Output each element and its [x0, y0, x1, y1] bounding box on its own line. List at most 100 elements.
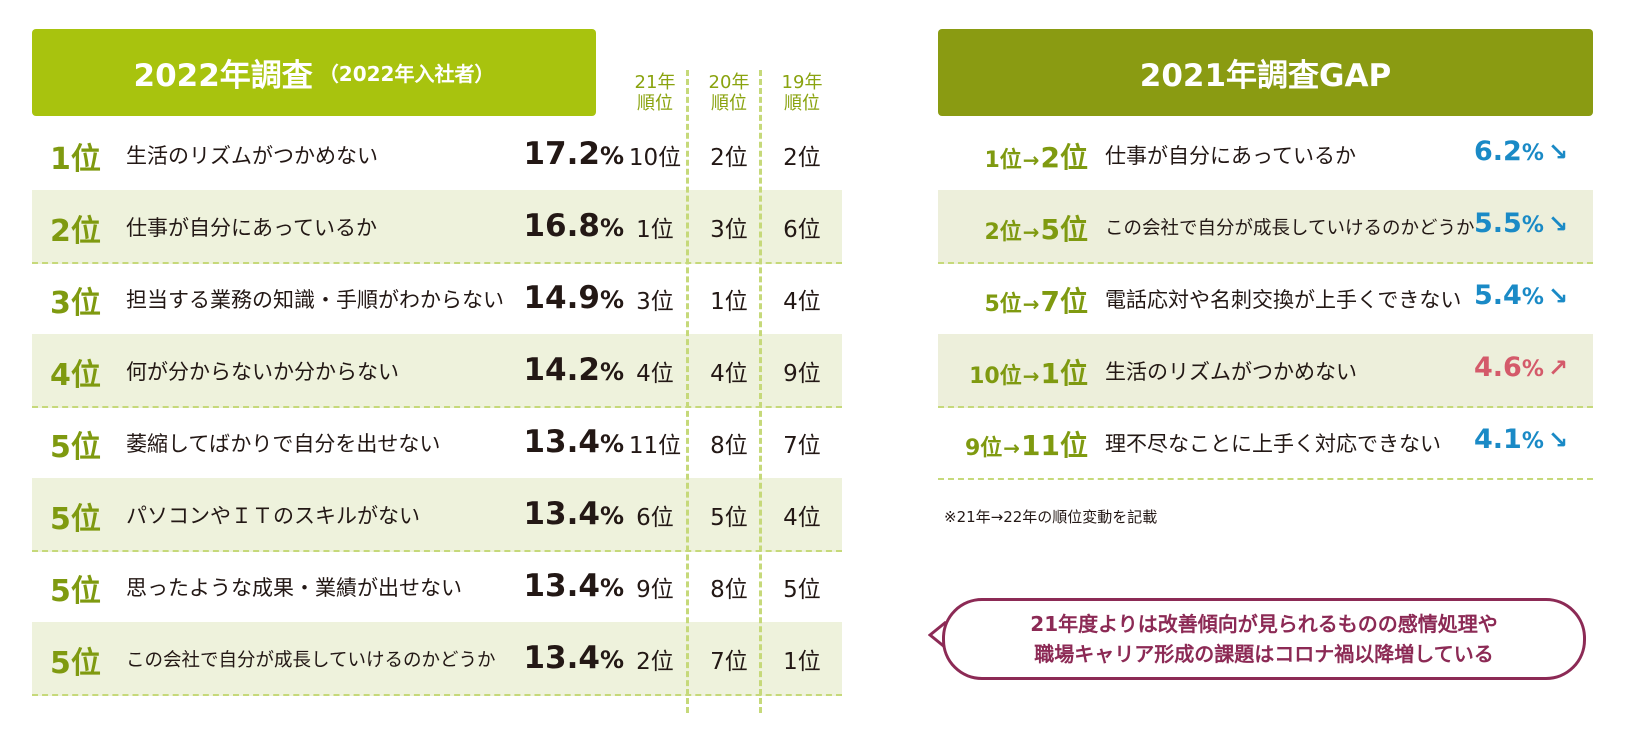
rank-2019: 2位	[783, 145, 821, 171]
column-divider	[759, 70, 762, 713]
arrow-icon: →	[1022, 292, 1040, 316]
percent-sign: %	[599, 502, 624, 530]
rank-2019: 4位	[783, 505, 821, 531]
concern-label: 萎縮してばかりで自分を出せない	[126, 432, 441, 456]
rank-label: 5位	[50, 574, 101, 609]
concern-label: 思ったような成果・業績が出せない	[126, 576, 462, 600]
percentage-number: 13.4	[523, 568, 600, 604]
gap-row: 1位→2位 仕事が自分にあっているか 6.2% ↘	[938, 118, 1593, 192]
callout-bubble: 21年度よりは改善傾向が見られるものの感情処理や 職場キャリア形成の課題はコロナ…	[942, 598, 1586, 680]
rank-2019: 7位	[783, 433, 821, 459]
table-row: 5位 思ったような成果・業績が出せない 13.4% 9位 8位 5位	[32, 550, 842, 624]
rank-2019: 6位	[783, 217, 821, 243]
concern-label: 生活のリズムがつかめない	[126, 144, 378, 168]
rank-label: 4位	[50, 358, 101, 393]
percent-sign: %	[599, 574, 624, 602]
rank-2020: 8位	[710, 433, 748, 459]
rank-2021: 4位	[636, 361, 674, 387]
rank-change: 2位→5位	[938, 208, 1088, 248]
rank-label: 2位	[50, 214, 101, 249]
gap-value: 5.4% ↘	[1458, 280, 1568, 311]
left-table-subtitle: （2022年入社者）	[318, 62, 495, 86]
rank-2020: 2位	[710, 145, 748, 171]
rank-2019: 5位	[783, 577, 821, 603]
rank-change: 1位→2位	[938, 136, 1088, 176]
gap-value: 5.5% ↘	[1458, 208, 1568, 239]
percent-sign: %	[599, 358, 624, 386]
concern-label: 担当する業務の知識・手順がわからない	[126, 288, 504, 312]
trend-down-icon: ↘	[1547, 138, 1568, 166]
rank-from: 2位	[984, 220, 1022, 245]
gap-value: 4.1% ↘	[1458, 424, 1568, 455]
col-header-21: 21年 順位	[620, 72, 690, 114]
gap-row: 5位→7位 電話応対や名刺交換が上手くできない 5.4% ↘	[938, 262, 1593, 336]
percent-sign: %	[1521, 285, 1544, 310]
rank-2020: 7位	[710, 649, 748, 675]
gap-number: 5.5	[1474, 208, 1522, 239]
trend-up-icon: ↗	[1547, 354, 1568, 382]
rank-2021: 2位	[636, 649, 674, 675]
percentage-value: 13.4%	[504, 640, 624, 676]
left-table-header: 2022年調査 （2022年入社者）	[32, 29, 596, 116]
gap-number: 4.1	[1474, 424, 1522, 455]
gap-number: 4.6	[1474, 352, 1522, 383]
percentage-number: 16.8	[523, 208, 600, 244]
percent-sign: %	[599, 142, 624, 170]
table-row: 2位 仕事が自分にあっているか 16.8% 1位 3位 6位	[32, 190, 842, 264]
rank-from: 10位	[969, 364, 1022, 389]
percent-sign: %	[599, 286, 624, 314]
percent-sign: %	[1521, 429, 1544, 454]
gap-value: 6.2% ↘	[1458, 136, 1568, 167]
rank-to: 11位	[1021, 429, 1088, 462]
concern-label: 理不尽なことに上手く対応できない	[1105, 432, 1441, 456]
trend-down-icon: ↘	[1547, 210, 1568, 238]
rank-change: 5位→7位	[938, 280, 1088, 320]
concern-label: 何が分からないか分からない	[126, 360, 399, 384]
rank-to: 7位	[1040, 285, 1088, 318]
rank-change: 10位→1位	[938, 352, 1088, 392]
gap-row: 2位→5位 この会社で自分が成長していけるのかどうか 5.5% ↘	[938, 190, 1593, 264]
percent-sign: %	[599, 430, 624, 458]
table-row: 1位 生活のリズムがつかめない 17.2% 10位 2位 2位	[32, 118, 842, 192]
percentage-number: 13.4	[523, 424, 600, 460]
rank-2019: 1位	[783, 649, 821, 675]
concern-label: この会社で自分が成長していけるのかどうか	[1105, 218, 1475, 239]
callout-line-2: 職場キャリア形成の課題はコロナ禍以降増している	[1034, 642, 1494, 666]
percentage-value: 14.2%	[504, 352, 624, 388]
arrow-icon: →	[1003, 436, 1021, 460]
concern-label: この会社で自分が成長していけるのかどうか	[126, 650, 496, 671]
gap-value: 4.6% ↗	[1458, 352, 1568, 383]
percent-sign: %	[599, 646, 624, 674]
concern-label: 生活のリズムがつかめない	[1105, 360, 1357, 384]
rank-2021: 1位	[636, 217, 674, 243]
percentage-number: 14.9	[523, 280, 600, 316]
col-header-19: 19年 順位	[767, 72, 837, 114]
percentage-value: 13.4%	[504, 568, 624, 604]
right-table-title: 2021年調査GAP	[1139, 58, 1392, 94]
col-header-20: 20年 順位	[694, 72, 764, 114]
rank-change: 9位→11位	[938, 424, 1088, 464]
gap-row: 10位→1位 生活のリズムがつかめない 4.6% ↗	[938, 334, 1593, 408]
table-row: 3位 担当する業務の知識・手順がわからない 14.9% 3位 1位 4位	[32, 262, 842, 336]
rank-2020: 3位	[710, 217, 748, 243]
footnote: ※21年→22年の順位変動を記載	[944, 508, 1158, 526]
percentage-number: 17.2	[523, 136, 600, 172]
col-header-21-year: 21年	[634, 72, 676, 93]
percentage-value: 14.9%	[504, 280, 624, 316]
rank-2019: 9位	[783, 361, 821, 387]
rank-2020: 1位	[710, 289, 748, 315]
rank-2021: 6位	[636, 505, 674, 531]
concern-label: 仕事が自分にあっているか	[1105, 144, 1356, 168]
rank-label: 5位	[50, 502, 101, 537]
percent-sign: %	[1521, 213, 1544, 238]
rank-2020: 4位	[710, 361, 748, 387]
rank-2021: 11位	[628, 433, 682, 459]
arrow-icon: →	[1022, 364, 1040, 388]
column-divider	[686, 70, 689, 713]
arrow-icon: →	[1022, 148, 1040, 172]
rank-to: 5位	[1040, 213, 1088, 246]
rank-from: 9位	[964, 436, 1003, 461]
col-header-21-label: 順位	[637, 93, 673, 114]
gap-number: 6.2	[1474, 136, 1522, 167]
table-row: 5位 パソコンやＩＴのスキルがない 13.4% 6位 5位 4位	[32, 478, 842, 552]
